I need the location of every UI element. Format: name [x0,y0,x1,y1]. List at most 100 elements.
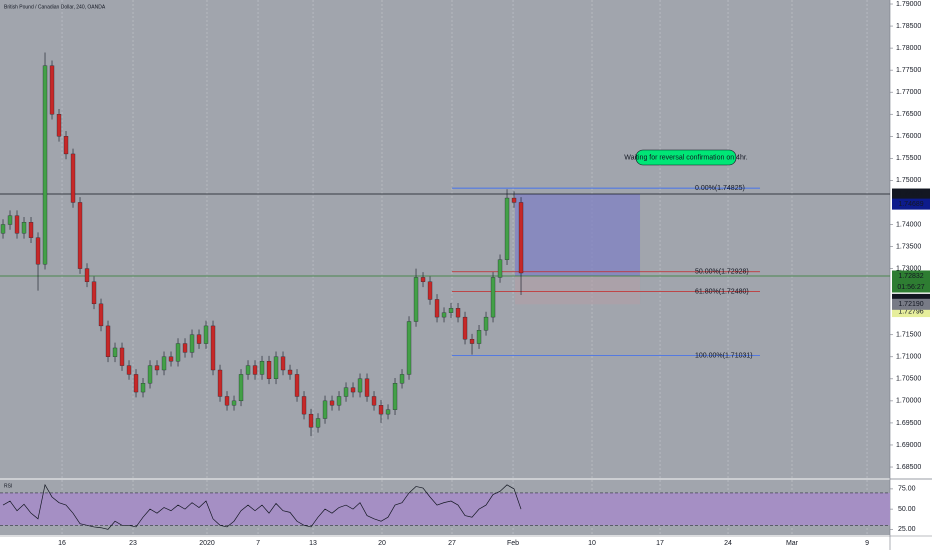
candle-body [371,396,377,406]
y-tick-label: 1.78000 [896,45,921,52]
candle-body [511,197,517,203]
price-label-box [892,198,930,210]
y-tick-label: 1.75000 [896,177,921,184]
y-tick-label: 1.74000 [896,221,921,228]
candle-body [301,396,307,415]
candle-body [238,374,244,402]
x-tick-label: 20 [378,540,386,547]
candle-body [210,325,216,371]
price-label: 1.72832 [898,273,923,280]
candle-body [203,325,209,344]
candle-body [287,369,293,375]
candle-body [28,222,34,238]
candle-body [497,259,503,278]
candle-body [98,303,104,327]
chart-title: British Pound / Canadian Dollar, 240, OA… [4,4,106,10]
x-tick-label: 16 [58,540,66,547]
candle-body [161,356,167,371]
candle-body [504,197,510,260]
annotation-bubble [635,149,737,166]
candle-body [42,65,48,265]
candle-body [392,383,398,410]
candle-body [168,356,174,362]
y-tick-label: 1.73500 [896,243,921,250]
candle-body [119,347,125,366]
candle-body [490,277,496,318]
candle-body [434,299,440,318]
annotation-text: Waiting for reversal confirmation on 4hr… [624,154,748,161]
candle-body [189,334,195,353]
candle-body [329,400,335,406]
candle-body [469,338,475,344]
y-tick-label: 1.73000 [896,265,921,272]
candle-body [84,268,90,282]
price-label: 1.74691 [898,191,923,198]
candle-body [70,153,76,203]
fib-label: 50.00%(1.72928) [695,269,749,276]
candle-body [21,222,27,234]
candle-body [133,374,139,393]
candle-body [259,361,265,375]
candle-body [49,65,55,115]
countdown: 01:56:27 [897,284,924,291]
plot-background [0,0,890,478]
candle-body [336,396,342,406]
y-tick-label: 1.69000 [896,442,921,449]
candle-body [350,387,356,393]
x-tick-label: 2020 [199,540,215,547]
rsi-tick-label: 75.00 [898,486,916,493]
x-tick-label: 24 [724,540,732,547]
x-tick-label: 13 [309,540,317,547]
countdown-box [892,281,930,293]
y-tick-label: 1.70500 [896,376,921,383]
candle-body [35,237,41,265]
y-tick-label: 1.79000 [896,1,921,8]
candle-body [518,202,524,274]
x-tick-label: 9 [865,540,869,547]
candle-body [56,114,62,137]
y-tick-label: 1.76500 [896,111,921,118]
y-tick-label: 1.68500 [896,464,921,471]
candle-body [77,202,83,269]
y-tick-label: 1.69500 [896,420,921,427]
candle-body [273,356,279,379]
candle-body [266,361,272,379]
candle-body [427,281,433,300]
position-stop [515,275,641,305]
candle-body [385,409,391,415]
candle-body [112,347,118,357]
rsi-band [0,492,890,526]
price-label: 1.72796 [898,308,923,315]
x-tick-label: 27 [448,540,456,547]
y-tick-label: 1.77000 [896,89,921,96]
y-tick-label: 1.70000 [896,398,921,405]
y-tick-label: 1.75500 [896,155,921,162]
price-label-box [892,188,930,200]
candle-body [196,334,202,344]
fib-label: 100.00%(1.71031) [695,352,753,359]
x-tick-label: 23 [129,540,137,547]
candle-body [462,316,468,340]
candle-body [455,308,461,318]
candle-body [413,277,419,322]
candle-body [105,325,111,357]
candle-body [140,383,146,393]
candle-body [476,330,482,344]
candle-body [0,224,6,234]
candle-body [322,400,328,419]
candle-body [294,374,300,397]
candle-body [126,365,132,375]
y-tick-label: 1.76000 [896,133,921,140]
candle-body [308,413,314,428]
rsi-tick-label: 25.00 [898,526,916,533]
candle-body [252,365,258,375]
y-tick-label: 1.78500 [896,23,921,30]
y-tick-label: 1.71500 [896,332,921,339]
rsi-label: RSI [4,483,12,489]
candle-body [231,400,237,406]
x-tick-label: 17 [656,540,664,547]
candle-body [441,312,447,318]
candle-body [147,365,153,384]
